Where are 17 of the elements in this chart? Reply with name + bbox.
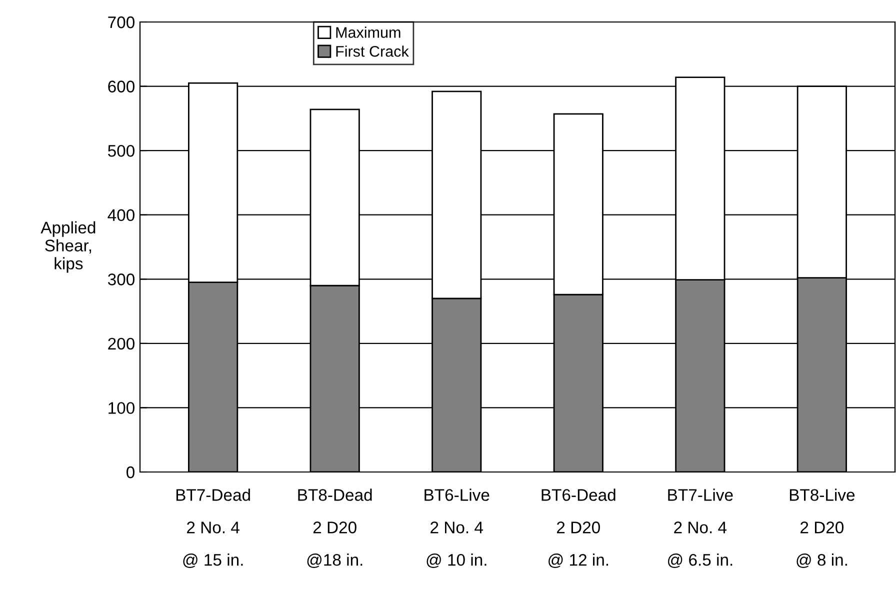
category-label: BT8-Dead 2 D20 @18 in. <box>298 488 372 568</box>
category-label: BT8-Live 2 D20 @ 8 in. <box>790 488 855 568</box>
category-label: BT7-Dead 2 No. 4 @ 15 in. <box>176 488 250 568</box>
y-tick-label: 200 <box>108 338 134 350</box>
y-axis-title: Applied Shear, kips <box>40 221 96 273</box>
y-tick-label: 700 <box>108 16 134 28</box>
category-label: BT6-Dead 2 D20 @ 12 in. <box>542 488 616 568</box>
legend-label: First Crack <box>336 46 409 57</box>
y-tick-label: 300 <box>108 274 134 286</box>
y-tick-label: 100 <box>108 402 134 414</box>
y-tick-label: 400 <box>108 209 134 222</box>
y-tick-label: 500 <box>108 144 134 157</box>
y-tick-label: 600 <box>108 80 134 92</box>
y-tick-label: 0 <box>126 466 134 478</box>
category-label: BT6-Live 2 No. 4 @ 10 in. <box>424 488 490 568</box>
legend-label: Maximum <box>336 26 400 38</box>
category-label: BT7-Live 2 No. 4 @ 6.5 in. <box>668 488 733 568</box>
